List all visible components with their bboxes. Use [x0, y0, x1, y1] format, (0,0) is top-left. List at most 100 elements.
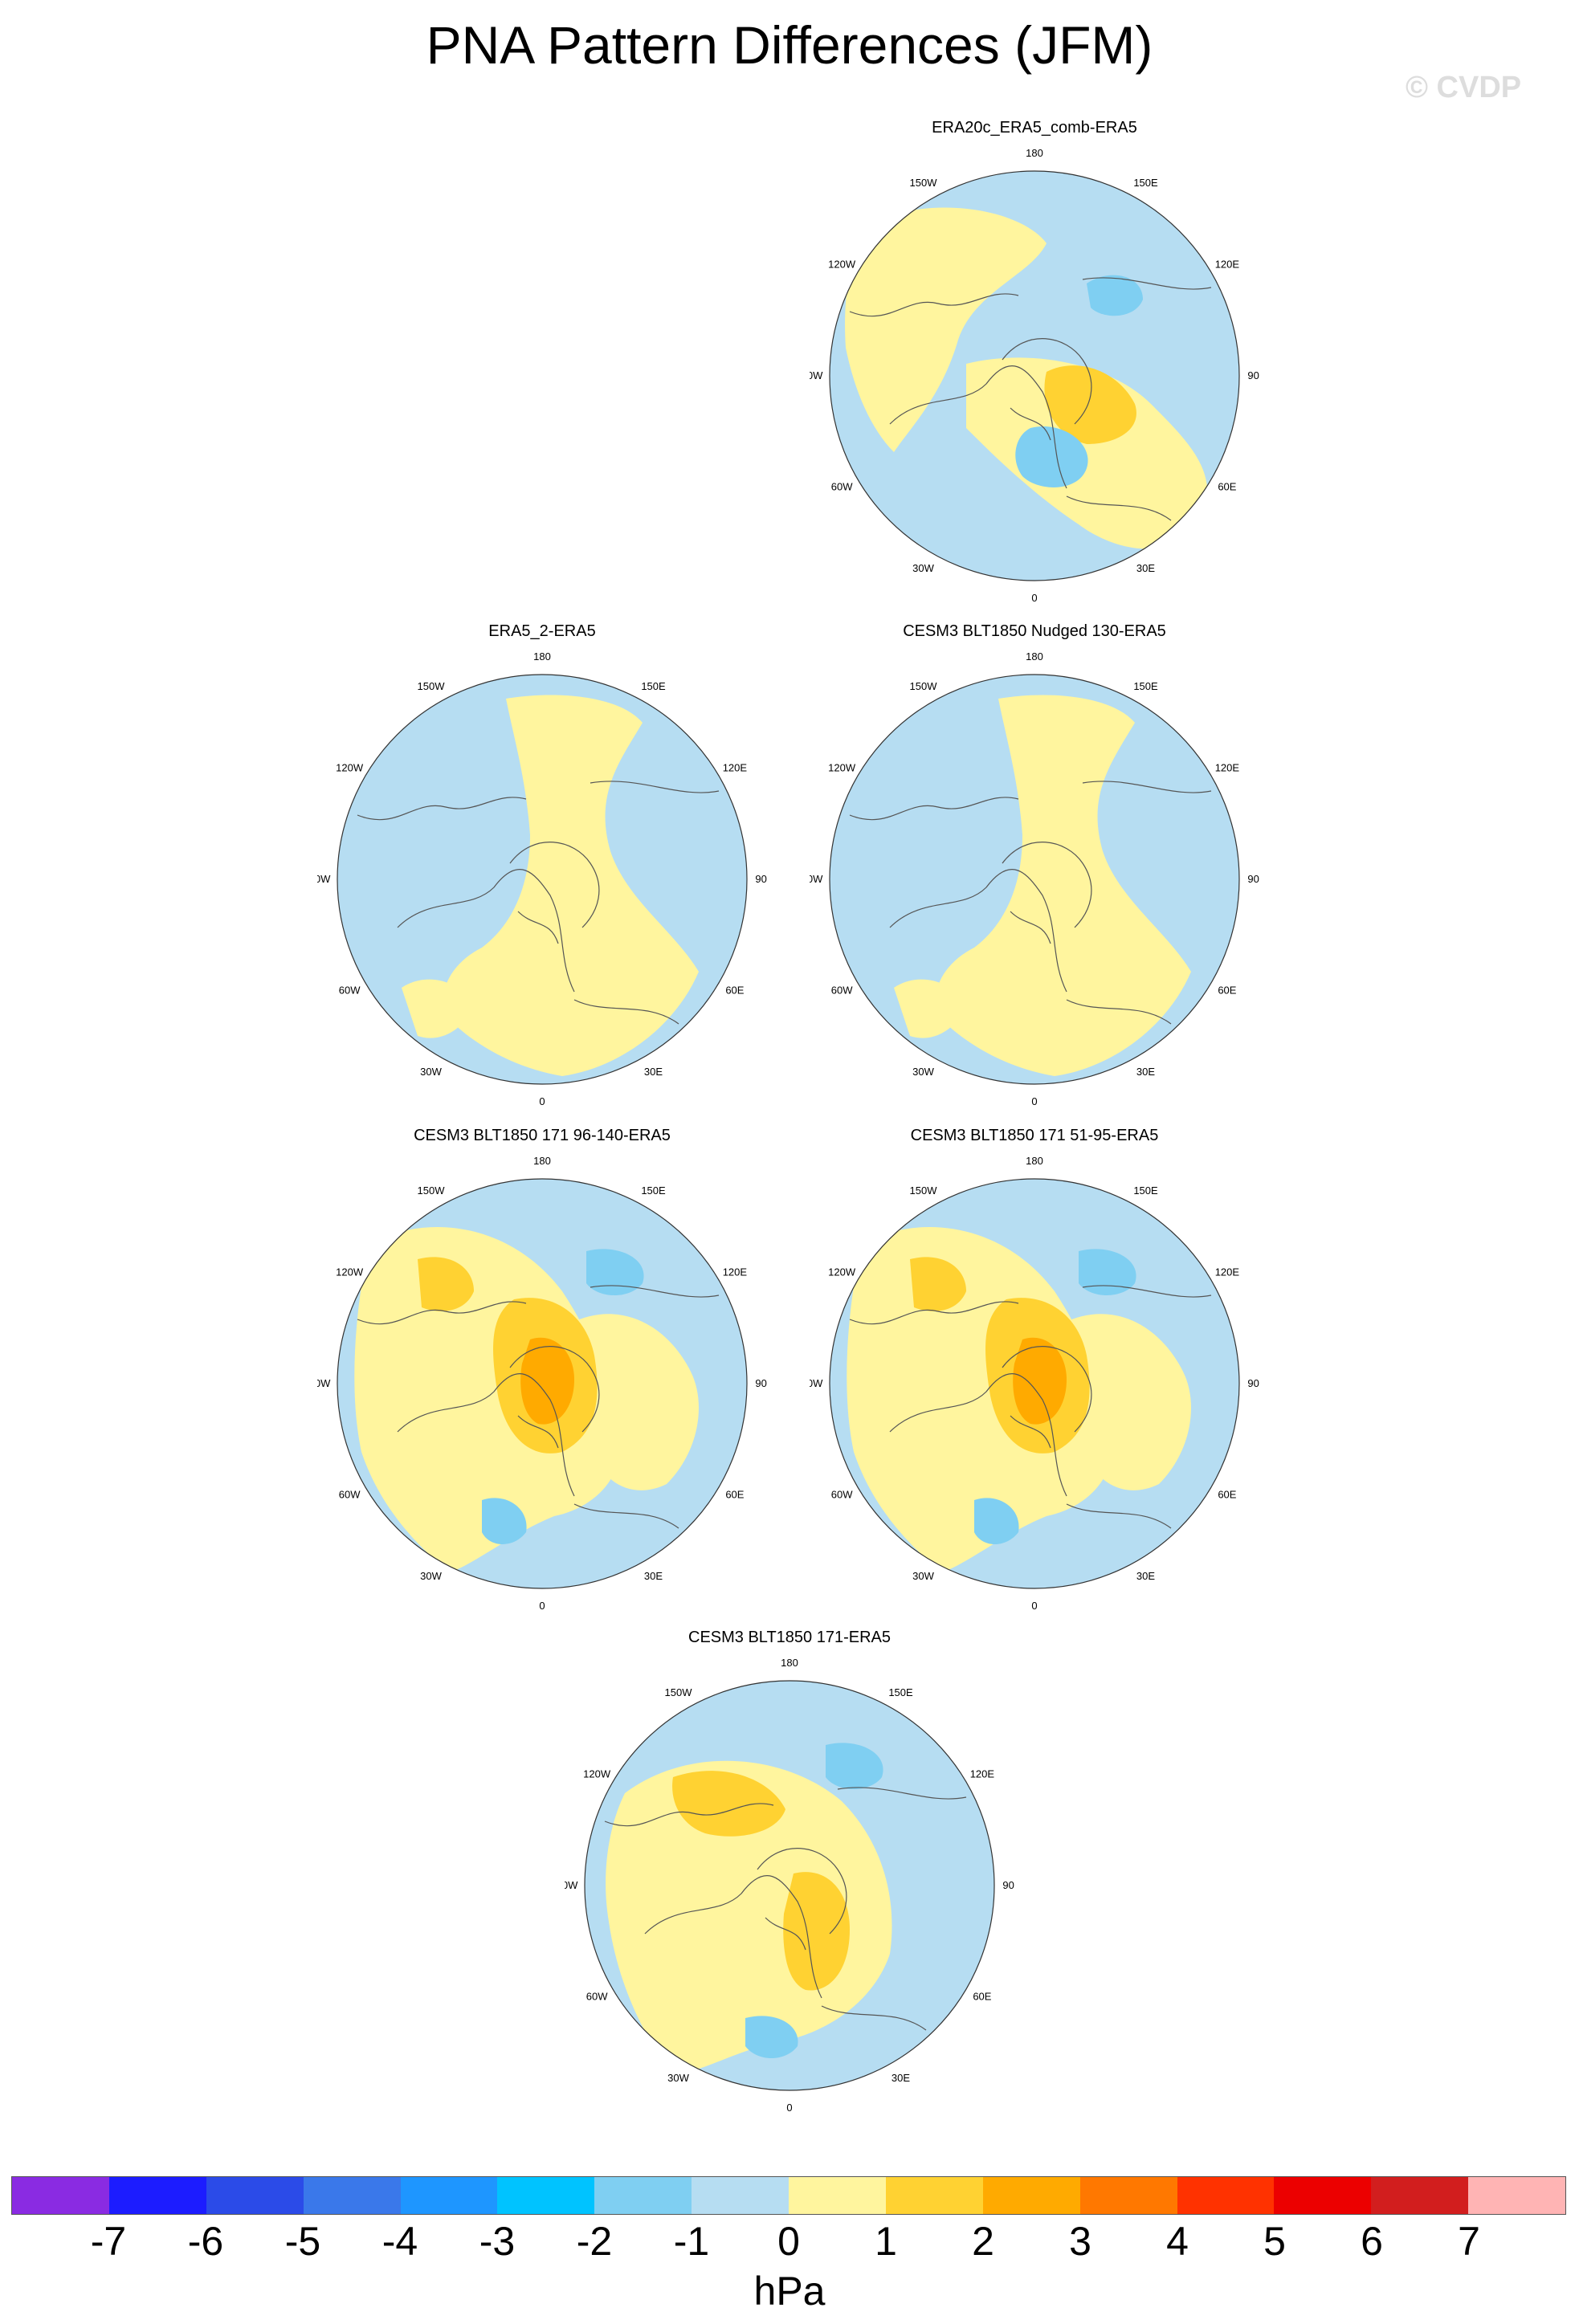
colorbar-segment: [12, 2177, 109, 2214]
longitude-label: 120E: [723, 1266, 748, 1278]
longitude-label: 150W: [665, 1686, 693, 1698]
longitude-label: 120W: [828, 762, 856, 774]
longitude-label: 60E: [1218, 985, 1236, 997]
longitude-label: 120E: [970, 1768, 995, 1780]
longitude-label: 30E: [892, 2072, 910, 2084]
coastlines: [357, 781, 720, 1025]
longitude-label: 60W: [831, 481, 853, 493]
longitude-label: 30E: [644, 1066, 663, 1078]
polar-map: 180 150E 120E 90E 60E 30E 0 30W 60W 90W 120W 150W: [810, 147, 1259, 604]
longitude-label: 60W: [831, 1489, 853, 1501]
anomaly-contour: [1087, 275, 1143, 316]
colorbar-tick-label: 1: [875, 2219, 897, 2264]
longitude-label: 90W: [810, 369, 823, 381]
colorbar-tick-label: 5: [1263, 2219, 1286, 2264]
anomaly-contour: [1013, 1337, 1067, 1425]
map-boundary: [829, 170, 1240, 581]
colorbar-tick-label: -4: [381, 2219, 418, 2264]
anomaly-contour: [443, 695, 699, 1076]
anomaly-contour: [570, 1314, 699, 1490]
longitude-label: 30W: [912, 1570, 934, 1582]
longitude-label: 90E: [1247, 1377, 1259, 1389]
anomaly-contour: [1044, 365, 1136, 444]
colorbar-segment: [692, 2177, 789, 2214]
map-panel-96-140: CESM3 BLT1850 171 96-140-ERA5 180 150E 120…: [317, 1127, 767, 1649]
longitude-label: 180: [1026, 1155, 1043, 1167]
longitude-label: 90E: [1247, 873, 1259, 885]
colorbar-tick-label: -2: [576, 2219, 613, 2264]
anomaly-contour: [910, 1257, 966, 1311]
anomaly-contour: [402, 979, 474, 1038]
longitude-label: 120E: [1215, 762, 1240, 774]
coastlines: [604, 1787, 967, 2031]
longitude-label: 150E: [641, 1184, 666, 1197]
colorbar-tick-label: 4: [1166, 2219, 1189, 2264]
colorbar-segment: [108, 2177, 206, 2214]
colorbar-unit: hPa: [753, 2269, 826, 2314]
colorbar-segment: [1468, 2177, 1565, 2214]
longitude-label: 90E: [755, 1377, 767, 1389]
coastlines: [849, 781, 1212, 1025]
anomaly-contour: [745, 2016, 798, 2058]
longitude-label: 150W: [910, 680, 938, 692]
colorbar-tick-label: -7: [90, 2219, 127, 2264]
longitude-label: 60E: [1218, 1489, 1236, 1501]
longitude-label: 180: [533, 1155, 551, 1167]
colorbar-tick-label: -6: [187, 2219, 224, 2264]
colorbar-segment: [1371, 2177, 1469, 2214]
panel-title: CESM3 BLT1850 171-ERA5: [688, 1629, 891, 1646]
longitude-label: 120W: [583, 1768, 611, 1780]
map-panel-nudged130: CESM3 BLT1850 Nudged 130-ERA5 180 150E 120…: [810, 622, 1259, 1144]
panel-title: ERA20c_ERA5_comb-ERA5: [932, 119, 1137, 137]
anomaly-contour: [894, 979, 966, 1038]
colorbar-segment: [1274, 2177, 1372, 2214]
longitude-label: 60E: [1218, 481, 1236, 493]
anomaly-contour: [936, 695, 1191, 1076]
polar-map: 180 150E 120E 90E 60E 30E 0 30W 60W 90W 120W 150W: [565, 1657, 1014, 2114]
map-boundary: [829, 1178, 1240, 1589]
colorbar-tick-label: 2: [972, 2219, 994, 2264]
longitude-label: 90E: [1247, 369, 1259, 381]
longitude-label: 0: [1031, 1095, 1037, 1107]
anomaly-contour: [1015, 426, 1088, 487]
longitude-label: 150E: [888, 1686, 913, 1698]
colorbar-tick-label: 7: [1458, 2219, 1480, 2264]
longitude-label: 60W: [339, 985, 361, 997]
longitude-label: 180: [533, 650, 551, 663]
longitude-label: 120E: [723, 762, 748, 774]
longitude-label: 90E: [1002, 1879, 1014, 1891]
longitude-label: 60W: [831, 985, 853, 997]
polar-map: 180 150E 120E 90E 60E 30E 0 30W 60W 90W 120W 150W: [810, 1155, 1259, 1612]
colorbar-segment: [1079, 2177, 1177, 2214]
polar-map: 180 150E 120E 90E 60E 30E 0 30W 60W 90W 120W 150W: [317, 650, 767, 1107]
longitude-label: 150E: [1133, 680, 1158, 692]
colorbar-segment: [303, 2177, 401, 2214]
colorbar-segment: [206, 2177, 304, 2214]
anomaly-contour: [966, 357, 1208, 549]
longitude-label: 90W: [317, 873, 331, 885]
map-boundary: [829, 674, 1240, 1085]
map-boundary: [584, 1680, 995, 2091]
anomaly-contour: [482, 1498, 527, 1544]
anomaly-contour: [418, 1257, 474, 1311]
longitude-label: 180: [1026, 147, 1043, 159]
map-boundary: [337, 674, 748, 1085]
longitude-label: 120E: [1215, 259, 1240, 271]
coastlines: [849, 1285, 1212, 1529]
longitude-label: 90W: [565, 1879, 578, 1891]
longitude-label: 90E: [755, 873, 767, 885]
colorbar-tick-label: 6: [1361, 2219, 1383, 2264]
panel-title: CESM3 BLT1850 171 51-95-ERA5: [910, 1127, 1159, 1144]
longitude-label: 60E: [725, 1489, 744, 1501]
panel-title: CESM3 BLT1850 171 96-140-ERA5: [414, 1127, 671, 1144]
longitude-label: 30W: [420, 1066, 442, 1078]
longitude-label: 90W: [810, 873, 823, 885]
panel-title: CESM3 BLT1850 Nudged 130-ERA5: [903, 622, 1166, 640]
colorbar-segment: [1177, 2177, 1275, 2214]
colorbar-segment: [497, 2177, 595, 2214]
longitude-label: 30W: [912, 562, 934, 574]
colorbar-segment: [594, 2177, 692, 2214]
longitude-label: 150W: [418, 680, 446, 692]
longitude-label: 120E: [1215, 1266, 1240, 1278]
anomaly-contour: [1063, 1314, 1191, 1490]
